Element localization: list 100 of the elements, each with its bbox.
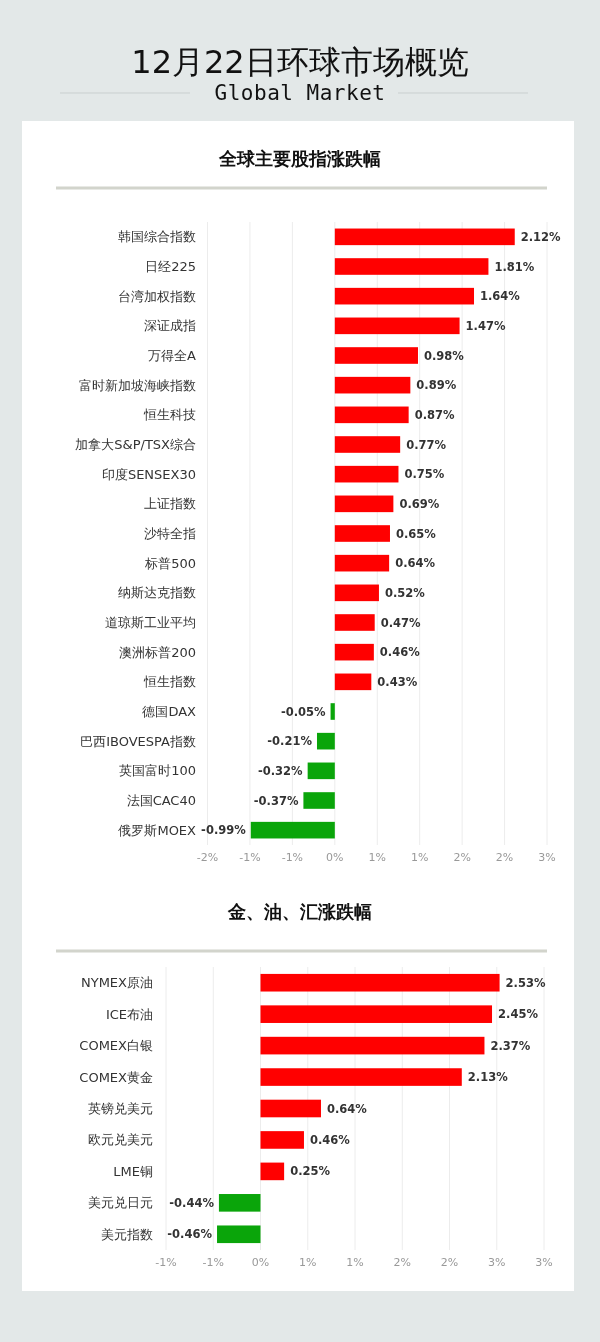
x-tick-label: 3%: [488, 1256, 506, 1269]
bar: [334, 495, 394, 513]
x-tick-label: 1%: [410, 851, 429, 864]
x-tick-label: -1%: [281, 851, 304, 864]
data-label: 1.47%: [465, 318, 506, 333]
chart-title: 金、油、汇涨跌幅: [227, 901, 372, 922]
text: Global Market: [214, 81, 386, 105]
bar: [334, 614, 375, 631]
x-tick-label: -1%: [155, 1256, 177, 1269]
data-label: 0.43%: [377, 674, 418, 689]
y-tick-label: 加拿大S&P/TSX综合: [75, 437, 196, 452]
data-label: 0.46%: [379, 645, 421, 660]
x-tick-label: 3%: [535, 1256, 553, 1269]
y-tick-label: 美元指数: [101, 1226, 153, 1242]
data-label: 0.65%: [395, 526, 437, 541]
y-tick-label: 台湾加权指数: [118, 288, 196, 304]
data-label: 0.98%: [423, 348, 465, 363]
bar: [334, 436, 401, 453]
y-tick-label: 上证指数: [144, 496, 196, 512]
data-label: 2.53%: [505, 975, 546, 990]
bar: [260, 1131, 304, 1149]
y-tick-label: 标普500: [144, 555, 196, 571]
data-label: 2.45%: [498, 1007, 539, 1022]
y-tick-label: 澳洲标普200: [119, 644, 196, 660]
y-tick-label: 韩国综合指数: [118, 229, 196, 245]
data-label: 0.64%: [326, 1101, 368, 1116]
x-tick-label: 1%: [299, 1256, 317, 1269]
y-tick-label: COMEX白银: [79, 1038, 153, 1054]
y-tick-label: 日经225: [145, 259, 196, 274]
bar: [334, 554, 390, 572]
data-label: 2.13%: [467, 1070, 509, 1085]
bar: [260, 1036, 485, 1055]
y-tick-label: 恒生科技: [143, 407, 196, 423]
y-tick-label: NYMEX原油: [80, 975, 153, 991]
x-tick-label: 0%: [326, 851, 344, 864]
x-tick-label: 3%: [538, 851, 556, 864]
data-label: 2.37%: [490, 1038, 531, 1053]
data-label: 2.12%: [520, 229, 562, 244]
data-label: 0.46%: [309, 1132, 351, 1147]
bar: [334, 376, 411, 394]
y-tick-label: LME铜: [113, 1163, 153, 1179]
x-tick-label: 2%: [453, 851, 471, 864]
data-label: 1.64%: [480, 289, 521, 304]
bar: [260, 973, 500, 992]
bar: [217, 1225, 261, 1244]
x-tick-label: 2%: [393, 1256, 411, 1269]
bar: [334, 465, 399, 483]
y-tick-label: 深证成指: [144, 318, 196, 334]
bar: [334, 584, 379, 602]
data-label: -0.21%: [267, 734, 313, 749]
y-tick-label: 恒生指数: [143, 674, 196, 690]
bar: [250, 821, 335, 839]
x-tick-label: 1%: [346, 1256, 364, 1269]
data-label: -0.32%: [257, 763, 304, 778]
bar: [307, 762, 335, 780]
x-tick-label: 2%: [440, 1256, 459, 1269]
y-tick-label: 美元兑日元: [88, 1195, 153, 1211]
data-label: 0.52%: [384, 585, 426, 600]
y-tick-label: 印度SENSEX30: [101, 466, 196, 482]
bar: [316, 732, 335, 750]
bar: [334, 287, 475, 305]
bar: [334, 258, 489, 275]
y-tick-label: ICE布油: [105, 1006, 153, 1022]
data-label: -0.46%: [167, 1227, 213, 1242]
bar: [334, 406, 409, 424]
data-label: 0.75%: [404, 467, 445, 482]
y-tick-label: 万得全A: [148, 348, 197, 363]
data-label: 0.87%: [414, 407, 456, 422]
data-label: 1.81%: [494, 259, 535, 274]
y-tick-label: COMEX黄金: [79, 1069, 153, 1085]
y-tick-label: 英镑兑美元: [88, 1101, 153, 1116]
text: 12月22日环球市场概览: [131, 43, 469, 81]
y-tick-label: 富时新加坡海峡指数: [79, 377, 196, 393]
bar: [334, 347, 418, 364]
bar: [303, 792, 335, 809]
data-label: -0.37%: [253, 793, 299, 808]
data-label: 0.25%: [290, 1164, 331, 1179]
x-tick-label: 1%: [368, 851, 386, 864]
bar: [260, 1005, 493, 1023]
x-tick-label: 2%: [495, 851, 514, 864]
y-tick-label: 法国CAC40: [126, 793, 196, 808]
y-tick-label: 沙特全指: [144, 526, 196, 541]
data-label: 0.69%: [399, 496, 440, 511]
y-tick-label: 纳斯达克指数: [118, 585, 196, 601]
data-label: -0.44%: [169, 1195, 215, 1210]
x-tick-label: -1%: [239, 851, 261, 864]
bar: [260, 1162, 285, 1181]
bar: [334, 673, 372, 691]
y-tick-label: 俄罗斯MOEX: [118, 822, 197, 838]
data-label: -0.99%: [201, 823, 247, 838]
data-label: 0.89%: [416, 378, 457, 393]
x-tick-label: -2%: [196, 851, 219, 864]
y-tick-label: 德国DAX: [142, 704, 197, 719]
y-tick-label: 巴西IBOVESPA指数: [80, 733, 196, 749]
bar: [260, 1068, 462, 1086]
bar: [334, 228, 515, 246]
y-tick-label: 道琼斯工业平均: [105, 615, 196, 630]
data-label: -0.05%: [280, 704, 327, 719]
data-label: 0.47%: [380, 615, 422, 630]
chart-title: 全球主要股指涨跌幅: [218, 148, 381, 169]
